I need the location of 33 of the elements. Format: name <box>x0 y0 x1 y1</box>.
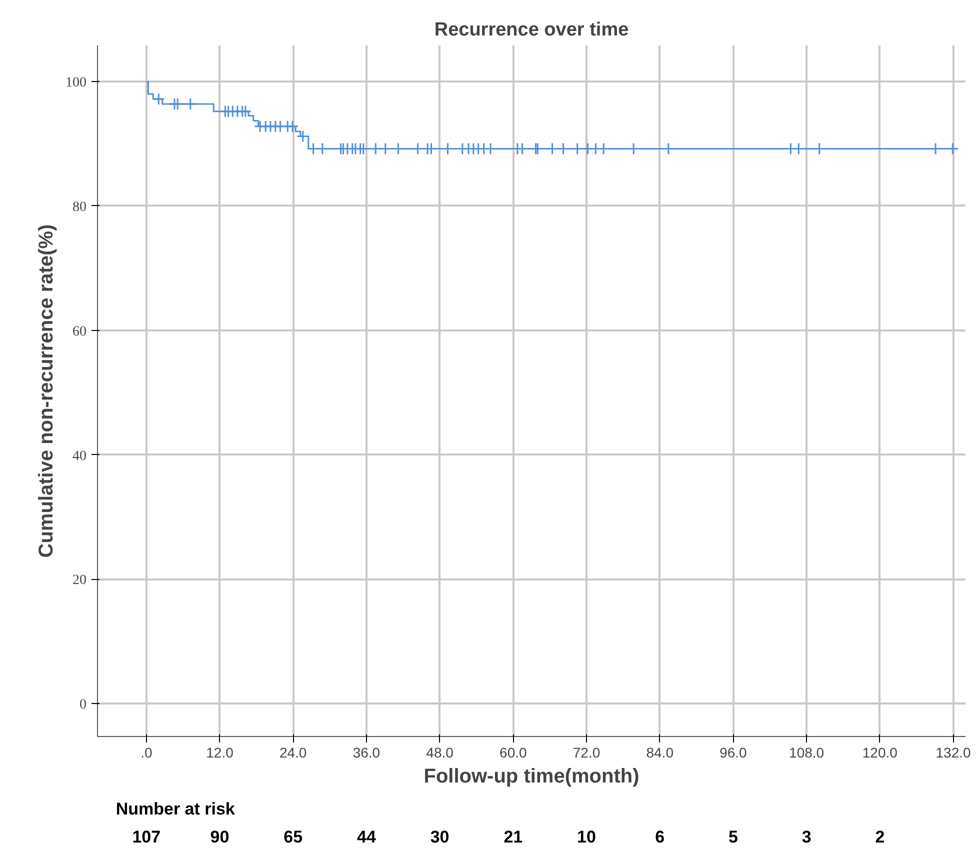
text: 107 <box>132 827 161 846</box>
x-tick-label: 108.0 <box>789 744 824 760</box>
text: 6 <box>655 827 665 846</box>
y-tick-label: 40 <box>72 448 86 464</box>
y-tick-label: 0 <box>80 698 86 713</box>
y-axis-title: Cumulative non-recurrence rate(%) <box>36 224 58 558</box>
x-tick-label: 72.0 <box>572 744 600 760</box>
chart-title: Recurrence over time <box>434 20 629 40</box>
text: 3 <box>802 827 812 846</box>
text: 2 <box>875 827 885 846</box>
text: 10 <box>577 827 596 846</box>
text: 30 <box>430 827 450 846</box>
text: 65 <box>284 827 303 846</box>
x-tick-label: 120.0 <box>862 744 898 760</box>
y-tick-label: 20 <box>72 573 86 588</box>
y-tick-label: 80 <box>72 200 86 215</box>
text: 21 <box>504 827 523 846</box>
x-tick-label: 12.0 <box>206 744 234 760</box>
text: 5 <box>728 827 738 846</box>
x-tick-label: 84.0 <box>646 744 674 760</box>
x-tick-label: 24.0 <box>279 744 307 760</box>
x-tick-label: 96.0 <box>720 744 748 760</box>
y-tick-label: 60 <box>72 324 86 340</box>
x-tick-label: 48.0 <box>426 744 454 760</box>
x-axis-title: Follow-up time(month) <box>424 766 640 788</box>
text: 90 <box>210 827 230 846</box>
x-tick-label: 36.0 <box>352 744 380 760</box>
text: Number at risk <box>116 800 236 819</box>
x-tick-label: 60.0 <box>500 744 527 760</box>
text: 44 <box>357 827 376 846</box>
x-tick-label: .0 <box>140 744 152 760</box>
y-tick-label: 100 <box>66 76 86 91</box>
x-tick-label: 132.0 <box>936 744 972 760</box>
